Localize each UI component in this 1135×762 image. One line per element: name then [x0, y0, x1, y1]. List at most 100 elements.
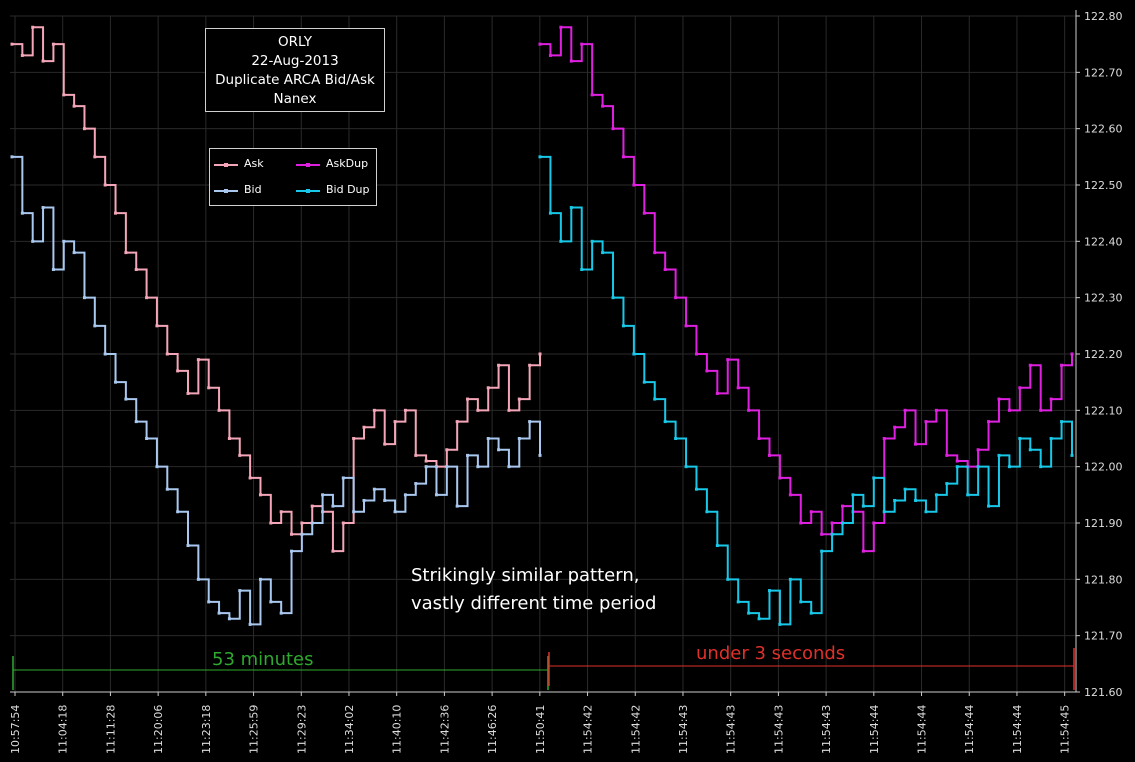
series-point	[300, 532, 304, 536]
series-point	[882, 510, 886, 514]
y-tick-label: 121.90	[1084, 517, 1123, 530]
series-point	[207, 386, 211, 390]
series-point	[694, 352, 698, 356]
series-point	[861, 549, 865, 553]
series-point	[694, 487, 698, 491]
series-point	[987, 504, 991, 508]
series-point	[414, 482, 418, 486]
series-point	[590, 239, 594, 243]
y-tick-label: 121.70	[1084, 630, 1123, 643]
series-point	[528, 363, 532, 367]
series-point	[621, 155, 625, 159]
x-tick-label: 11:40:10	[391, 705, 404, 754]
series-point	[238, 589, 242, 593]
x-tick-label: 11:54:43	[725, 705, 738, 754]
series-point	[31, 239, 35, 243]
legend-swatch-bid	[214, 189, 238, 193]
series-point	[841, 521, 845, 525]
series-point	[1060, 420, 1064, 424]
series-point	[362, 425, 366, 429]
series-point	[372, 408, 376, 412]
series-point	[445, 465, 449, 469]
legend-label-biddup: Bid Dup	[326, 183, 370, 196]
series-point	[114, 211, 118, 215]
series-point	[1018, 437, 1022, 440]
series-point	[809, 611, 813, 615]
series-point	[393, 420, 397, 424]
series-point	[1028, 363, 1032, 367]
series-point	[486, 386, 490, 390]
chart-title-line-2: 22-Aug-2013	[251, 53, 339, 69]
series-point	[611, 127, 615, 131]
series-point	[538, 453, 542, 457]
series-point	[548, 53, 552, 57]
series-point	[124, 397, 128, 401]
y-tick-label: 122.60	[1084, 123, 1123, 136]
series-point	[93, 324, 97, 328]
series-point	[528, 420, 532, 424]
series-point	[93, 155, 97, 159]
series-point	[674, 296, 678, 300]
series-point	[196, 358, 200, 362]
series-point	[642, 380, 646, 384]
series-point	[1028, 448, 1032, 452]
x-tick-label: 11:42:36	[438, 705, 451, 754]
series-point	[538, 155, 542, 159]
legend-label-askdup: AskDup	[326, 157, 369, 170]
series-point	[455, 420, 459, 424]
series-point	[165, 352, 169, 356]
series-point	[872, 521, 876, 525]
series-point	[165, 487, 169, 491]
span-label-under-3-seconds: under 3 seconds	[696, 643, 846, 664]
series-point	[517, 397, 521, 401]
series-line-ask	[12, 26, 541, 553]
series-point	[590, 93, 594, 97]
series-point	[82, 127, 86, 131]
series-point	[548, 211, 552, 215]
series-point	[580, 42, 584, 46]
chart-title-line-3: Duplicate ARCA Bid/Ask	[215, 72, 375, 88]
series-point	[248, 476, 252, 480]
series-point	[1060, 363, 1064, 367]
series-point	[341, 521, 345, 525]
series-point	[632, 183, 636, 187]
series-point	[799, 521, 803, 525]
y-tick-label: 121.60	[1084, 686, 1123, 699]
series-point	[20, 211, 24, 215]
series-point	[914, 498, 918, 502]
x-tick-label: 11:04:18	[57, 705, 70, 754]
series-point	[715, 391, 719, 395]
series-point	[788, 493, 792, 497]
x-tick-label: 11:54:43	[677, 705, 690, 754]
x-tick-label: 10:57:54	[9, 705, 22, 754]
series-point	[569, 206, 573, 210]
series-point	[674, 437, 678, 440]
y-tick-label: 122.20	[1084, 348, 1123, 361]
series-point	[642, 211, 646, 215]
series-point	[778, 476, 782, 480]
series-point	[476, 408, 480, 412]
series-point	[841, 504, 845, 508]
series-point	[736, 600, 740, 604]
series-point	[997, 397, 1001, 401]
series-line-bid	[12, 155, 541, 626]
series-point	[538, 42, 542, 46]
series-point	[155, 324, 159, 328]
series-point	[945, 453, 949, 457]
series-point	[51, 42, 55, 46]
series-point	[705, 510, 709, 514]
series-point	[155, 465, 159, 469]
series-point	[424, 459, 428, 463]
series-point	[207, 600, 211, 604]
series-point	[820, 532, 824, 536]
series-point	[227, 437, 231, 440]
y-tick-label: 122.00	[1084, 461, 1123, 474]
chart-title-line-4: Nanex	[273, 91, 317, 107]
x-tick-label: 11:20:06	[152, 705, 165, 754]
x-tick-label: 11:25:59	[248, 705, 261, 754]
series-point	[747, 408, 751, 412]
series-point	[914, 442, 918, 446]
series-point	[352, 437, 356, 440]
series-point	[1039, 408, 1043, 412]
series-point	[186, 544, 190, 548]
